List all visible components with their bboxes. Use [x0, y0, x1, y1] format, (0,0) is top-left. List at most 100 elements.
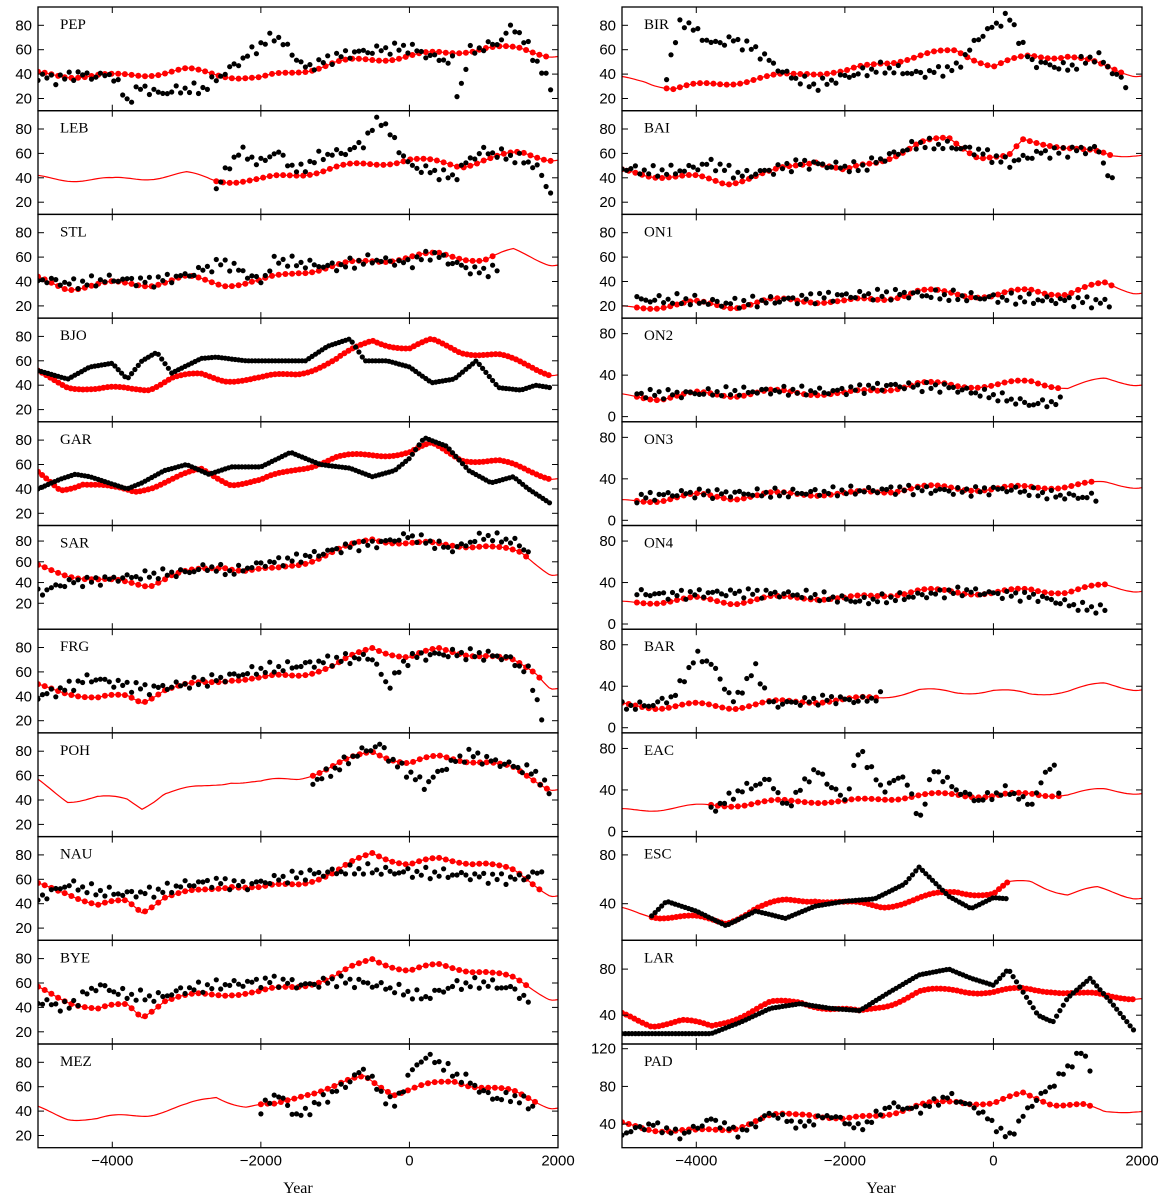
observed-point	[641, 703, 647, 709]
observed-point	[794, 390, 800, 396]
observed-point	[990, 982, 996, 988]
model-point	[739, 704, 746, 711]
observed-point	[708, 1116, 714, 1122]
observed-point	[855, 167, 861, 174]
observed-point	[365, 656, 371, 662]
model-point	[968, 294, 975, 301]
observed-point	[718, 393, 725, 399]
model-point	[663, 85, 670, 92]
observed-point	[276, 260, 282, 266]
observed-point	[892, 491, 899, 497]
observed-point	[1057, 296, 1063, 302]
observed-point	[802, 776, 808, 782]
model-point	[382, 650, 389, 657]
observed-point	[213, 568, 219, 574]
panel-label: STL	[60, 224, 87, 240]
observed-point	[151, 998, 157, 1004]
model-point	[248, 675, 255, 682]
observed-point	[973, 586, 979, 592]
panel-label: EAC	[644, 743, 674, 759]
model-point	[342, 259, 349, 266]
observed-point	[806, 166, 812, 172]
observed-point	[142, 997, 148, 1003]
observed-point	[705, 590, 711, 596]
observed-point	[753, 782, 759, 788]
observed-point	[699, 37, 705, 43]
observed-point	[227, 568, 233, 574]
observed-point	[1033, 148, 1040, 154]
y-tick-label: 40	[599, 170, 616, 187]
model-point	[255, 884, 262, 891]
observed-point	[757, 56, 763, 62]
observed-point	[806, 699, 812, 705]
observed-point	[664, 1125, 670, 1131]
observed-point	[484, 753, 490, 760]
observed-point	[869, 1119, 875, 1125]
model-point	[647, 600, 654, 607]
model-point	[988, 382, 995, 389]
model-point	[640, 305, 647, 312]
model-point	[275, 671, 282, 678]
model-point	[660, 498, 667, 504]
observed-point	[441, 544, 447, 550]
model-point	[1095, 581, 1102, 588]
x-axis-title-right: Year	[866, 1180, 896, 1197]
model-point	[282, 672, 289, 678]
observed-point	[436, 651, 442, 657]
observed-point	[744, 1127, 750, 1133]
observed-point	[75, 887, 81, 893]
observed-point	[276, 555, 282, 561]
observed-point	[897, 384, 903, 390]
panel-label: BJO	[60, 328, 87, 344]
observed-point	[784, 1118, 790, 1124]
observed-point	[454, 544, 460, 550]
observed-point	[289, 977, 295, 983]
model-point	[422, 856, 429, 863]
model-point	[436, 48, 443, 55]
observed-point	[494, 268, 500, 274]
observed-point	[944, 1095, 951, 1101]
observed-point	[1039, 298, 1046, 304]
observed-point	[940, 145, 946, 152]
observed-point	[240, 568, 246, 574]
model-point	[786, 1110, 793, 1117]
model-point	[442, 856, 449, 863]
observed-point	[828, 785, 835, 791]
observed-point	[913, 1104, 919, 1110]
observed-point	[512, 986, 518, 992]
observed-point	[1054, 1013, 1060, 1019]
observed-point	[498, 146, 505, 152]
observed-point	[632, 163, 639, 169]
model-point	[282, 69, 289, 76]
observed-point	[129, 888, 135, 895]
observed-point	[1056, 150, 1062, 156]
x-tick-label: −4000	[91, 1153, 133, 1170]
observed-point	[412, 777, 418, 783]
observed-point	[1026, 291, 1032, 297]
model-point	[1068, 483, 1075, 489]
observed-point	[993, 979, 1000, 985]
model-point	[951, 47, 958, 54]
model-point	[416, 756, 423, 763]
model-point	[821, 492, 828, 499]
observed-point	[852, 387, 858, 393]
model-point	[734, 496, 741, 503]
observed-point	[293, 875, 300, 881]
observed-point	[66, 577, 72, 583]
observed-point	[922, 801, 928, 807]
y-tick-label: 60	[15, 353, 32, 370]
observed-point	[347, 255, 353, 261]
model-point	[202, 68, 209, 75]
observed-point	[842, 797, 848, 803]
y-tick-label: 20	[15, 1024, 32, 1041]
model-point	[396, 55, 402, 62]
model-point	[430, 753, 437, 759]
model-point	[759, 699, 766, 706]
observed-point	[962, 144, 968, 150]
observed-point	[394, 764, 401, 770]
observed-point	[704, 37, 710, 43]
observed-point	[999, 486, 1005, 492]
observed-point	[311, 664, 317, 670]
